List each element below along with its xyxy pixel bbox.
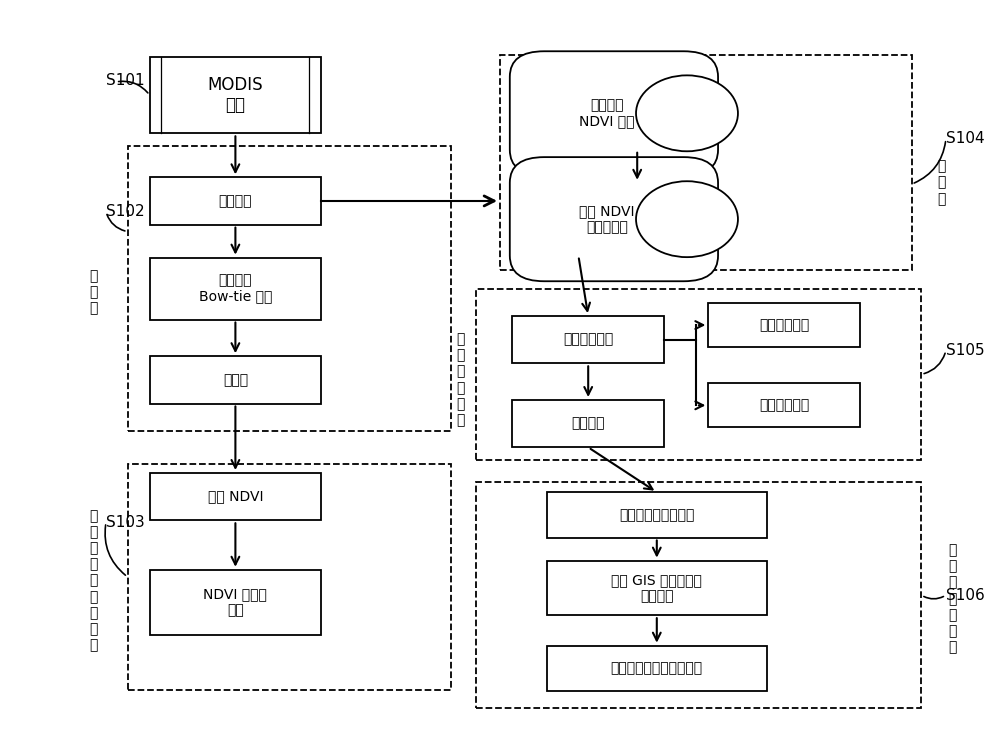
Text: S102: S102 <box>106 204 145 219</box>
Text: 图
像
统
计
和
分
析: 图 像 统 计 和 分 析 <box>949 543 957 654</box>
Text: 等级划分: 等级划分 <box>571 416 605 431</box>
FancyBboxPatch shape <box>547 560 767 615</box>
FancyBboxPatch shape <box>708 384 860 428</box>
FancyBboxPatch shape <box>150 57 321 133</box>
FancyBboxPatch shape <box>708 303 860 347</box>
Text: 长
势
指
数
计
算: 长 势 指 数 计 算 <box>457 332 465 428</box>
Text: 旬、月、年草原长势结果: 旬、月、年草原长势结果 <box>611 662 703 675</box>
FancyBboxPatch shape <box>512 316 664 364</box>
Text: MODIS
影像: MODIS 影像 <box>208 76 263 115</box>
Text: 植
被
指
数
计
算
及
合
成: 植 被 指 数 计 算 及 合 成 <box>89 509 97 653</box>
Text: 计算 NDVI: 计算 NDVI <box>208 489 263 504</box>
Text: S101: S101 <box>106 73 145 88</box>
Text: 当年与多年比: 当年与多年比 <box>759 399 809 412</box>
FancyBboxPatch shape <box>150 258 321 320</box>
FancyBboxPatch shape <box>510 157 718 282</box>
Text: S106: S106 <box>946 588 985 603</box>
Text: 长势指数计算: 长势指数计算 <box>563 333 613 346</box>
FancyBboxPatch shape <box>150 356 321 404</box>
Text: S105: S105 <box>946 343 985 358</box>
FancyBboxPatch shape <box>150 570 321 635</box>
Text: 当年与上年比: 当年与上年比 <box>759 318 809 332</box>
Circle shape <box>636 75 738 151</box>
Text: 数
据
库: 数 据 库 <box>937 159 945 206</box>
FancyBboxPatch shape <box>512 400 664 447</box>
Text: 辐射定标: 辐射定标 <box>219 194 252 208</box>
Text: S103: S103 <box>106 515 145 530</box>
Text: 制作长势空间分布图: 制作长势空间分布图 <box>619 508 694 522</box>
Text: 云掩膜: 云掩膜 <box>223 372 248 387</box>
FancyBboxPatch shape <box>510 51 718 175</box>
Text: 利用 GIS 进行分行政
单元统计: 利用 GIS 进行分行政 单元统计 <box>611 573 702 603</box>
FancyBboxPatch shape <box>547 646 767 691</box>
Text: NDVI 最大值
合成: NDVI 最大值 合成 <box>203 587 267 618</box>
Text: S104: S104 <box>946 131 985 146</box>
FancyBboxPatch shape <box>150 177 321 225</box>
Text: 几何校正
Bow-tie 处理: 几何校正 Bow-tie 处理 <box>199 273 272 304</box>
FancyBboxPatch shape <box>150 473 321 520</box>
Circle shape <box>636 181 738 257</box>
FancyBboxPatch shape <box>547 492 767 537</box>
Text: 预
处
理: 预 处 理 <box>89 269 97 315</box>
Text: 旬度 NDVI
平均值数据: 旬度 NDVI 平均值数据 <box>579 204 635 234</box>
Text: 多年旬度
NDVI 数据: 多年旬度 NDVI 数据 <box>579 98 635 128</box>
